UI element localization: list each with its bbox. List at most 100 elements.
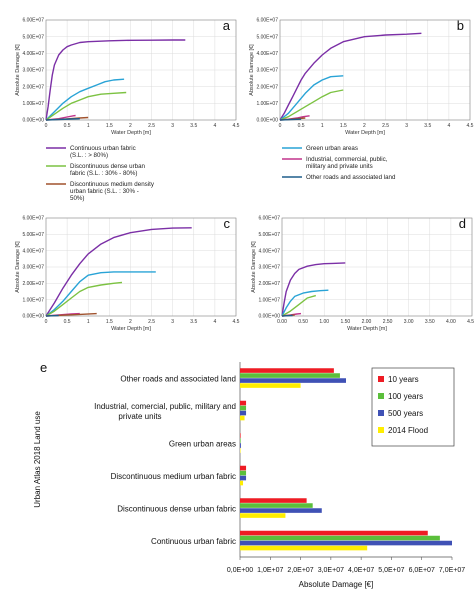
x-tick-label: 0.5 <box>64 319 71 325</box>
panel-b: 0.00E+00 1.00E+07 2.00E+07 3.00E+07 4.00E+07… <box>249 18 474 136</box>
bar-legend-item: 2014 Flood <box>378 426 428 435</box>
x-tick-label: 4.50 <box>467 319 474 325</box>
y-axis-label: Absolute Damage [€] <box>15 44 21 96</box>
x-tick-label: 6,0E+07 <box>409 567 435 574</box>
bar <box>240 480 244 486</box>
panel-letter: a <box>223 18 231 33</box>
bar <box>240 383 301 388</box>
x-tick-label: 1.50 <box>340 319 350 325</box>
bar <box>240 545 368 551</box>
x-tick-label: 0.5 <box>298 123 305 129</box>
panel-c: 0.00E+00 1.00E+07 2.00E+07 3.00E+07 4.00E+07… <box>15 216 240 332</box>
y-tick-label: 6.00E+07 <box>256 18 278 24</box>
series-line <box>45 91 127 121</box>
y-tick-label: 6.00E+07 <box>22 216 44 222</box>
x-tick-label: 1,0E+07 <box>257 567 283 574</box>
x-tick-label: 2 <box>129 319 132 325</box>
series-line <box>279 89 344 121</box>
y-tick-label: 3.00E+07 <box>256 68 278 74</box>
x-tick-label: 1.5 <box>106 319 113 325</box>
x-tick-label: 4.5 <box>233 123 240 129</box>
x-tick-label: 2 <box>129 123 132 129</box>
category-label: Discontinuous dense urban fabric <box>117 504 236 513</box>
bar-legend-swatch <box>378 427 384 433</box>
y-tick-label: 1.00E+07 <box>22 101 44 107</box>
x-tick-label: 2,0E+07 <box>287 567 313 574</box>
category-label: Discontinuous medium urban fabric <box>111 472 236 481</box>
y-axis-label: Absolute Damage [€] <box>251 241 257 293</box>
bar <box>240 498 307 503</box>
series-line <box>45 227 192 317</box>
series-line <box>281 314 293 317</box>
legend-item: Industrial, commercial, public,military … <box>282 156 388 170</box>
x-tick-label: 2.50 <box>383 319 393 325</box>
y-axis-label: Urban Atlas 2018 Land use <box>33 411 42 508</box>
x-axis-label: Water Depth [m] <box>345 130 385 136</box>
x-tick-label: 2.00 <box>362 319 372 325</box>
bar <box>240 540 452 546</box>
x-axis-label: Water Depth [m] <box>111 130 151 136</box>
y-tick-label: 4.00E+07 <box>22 51 44 57</box>
x-tick-label: 3.5 <box>190 123 197 129</box>
y-tick-label: 0.00E+00 <box>258 314 280 320</box>
bar-legend-item: 500 years <box>378 409 423 418</box>
x-tick-label: 0.50 <box>298 319 308 325</box>
x-tick-label: 1.00 <box>319 319 329 325</box>
panel-letter: e <box>40 360 47 375</box>
y-tick-label: 3.00E+07 <box>258 265 280 271</box>
x-tick-label: 4.5 <box>467 123 474 129</box>
x-tick-label: 4 <box>213 319 216 325</box>
y-tick-label: 0.00E+00 <box>22 118 44 124</box>
bar-legend-label: 500 years <box>388 409 423 418</box>
x-tick-label: 0,0E+00 <box>227 567 253 574</box>
y-tick-label: 5.00E+07 <box>22 232 44 238</box>
x-tick-label: 3 <box>405 123 408 129</box>
x-tick-label: 4 <box>447 123 450 129</box>
y-tick-label: 0.00E+00 <box>22 314 44 320</box>
panel-a: 0.00E+00 1.00E+07 2.00E+07 3.00E+07 4.00E+07… <box>15 18 240 136</box>
series-line <box>279 75 344 121</box>
x-tick-label: 7,0E+07 <box>439 567 465 574</box>
bar <box>240 530 428 536</box>
y-tick-label: 2.00E+07 <box>22 84 44 90</box>
bar <box>240 470 247 476</box>
bar <box>240 508 322 513</box>
panel-d: 0.00E+00 1.00E+07 2.00E+07 3.00E+07 4.00E+07… <box>251 216 474 332</box>
legend-label: Green urban areas <box>306 145 358 152</box>
x-tick-label: 3,0E+07 <box>318 567 344 574</box>
legend-item: Continuous urban fabric(S.L. : > 80%) <box>46 145 136 159</box>
bar-legend-label: 100 years <box>388 392 423 401</box>
y-axis-label: Absolute Damage [€] <box>15 241 21 293</box>
x-tick-label: 4,0E+07 <box>348 567 374 574</box>
plot-frame <box>45 217 237 317</box>
y-tick-label: 3.00E+07 <box>22 265 44 271</box>
bar <box>240 373 340 378</box>
plot-frame <box>45 19 237 121</box>
x-tick-label: 1.5 <box>340 123 347 129</box>
category-label: Industrial, comercial, public, military … <box>94 402 236 411</box>
x-tick-label: 5,0E+07 <box>378 567 404 574</box>
x-tick-label: 3.50 <box>425 319 435 325</box>
category-label: Continuous urban fabric <box>151 537 236 546</box>
y-tick-label: 6.00E+07 <box>258 216 280 222</box>
bar-legend-frame <box>371 367 455 447</box>
bar <box>240 448 241 453</box>
y-tick-label: 2.00E+07 <box>22 281 44 287</box>
x-axis-label: Absolute Damage [€] <box>299 580 374 589</box>
bar <box>240 405 247 411</box>
y-tick-label: 4.00E+07 <box>258 248 280 254</box>
panel-letter: b <box>457 18 464 33</box>
y-tick-label: 5.00E+07 <box>256 34 278 40</box>
bar-legend-item: 100 years <box>378 392 423 401</box>
bar <box>240 438 241 443</box>
bar <box>240 475 247 481</box>
series-line <box>281 289 329 317</box>
x-axis-label: Water Depth [m] <box>347 326 387 332</box>
bar-legend-swatch <box>378 393 384 399</box>
x-tick-label: 2.5 <box>382 123 389 129</box>
bar <box>240 378 346 383</box>
y-tick-label: 3.00E+07 <box>22 68 44 74</box>
x-tick-label: 3.00 <box>404 319 414 325</box>
panel-letter: c <box>224 216 231 231</box>
